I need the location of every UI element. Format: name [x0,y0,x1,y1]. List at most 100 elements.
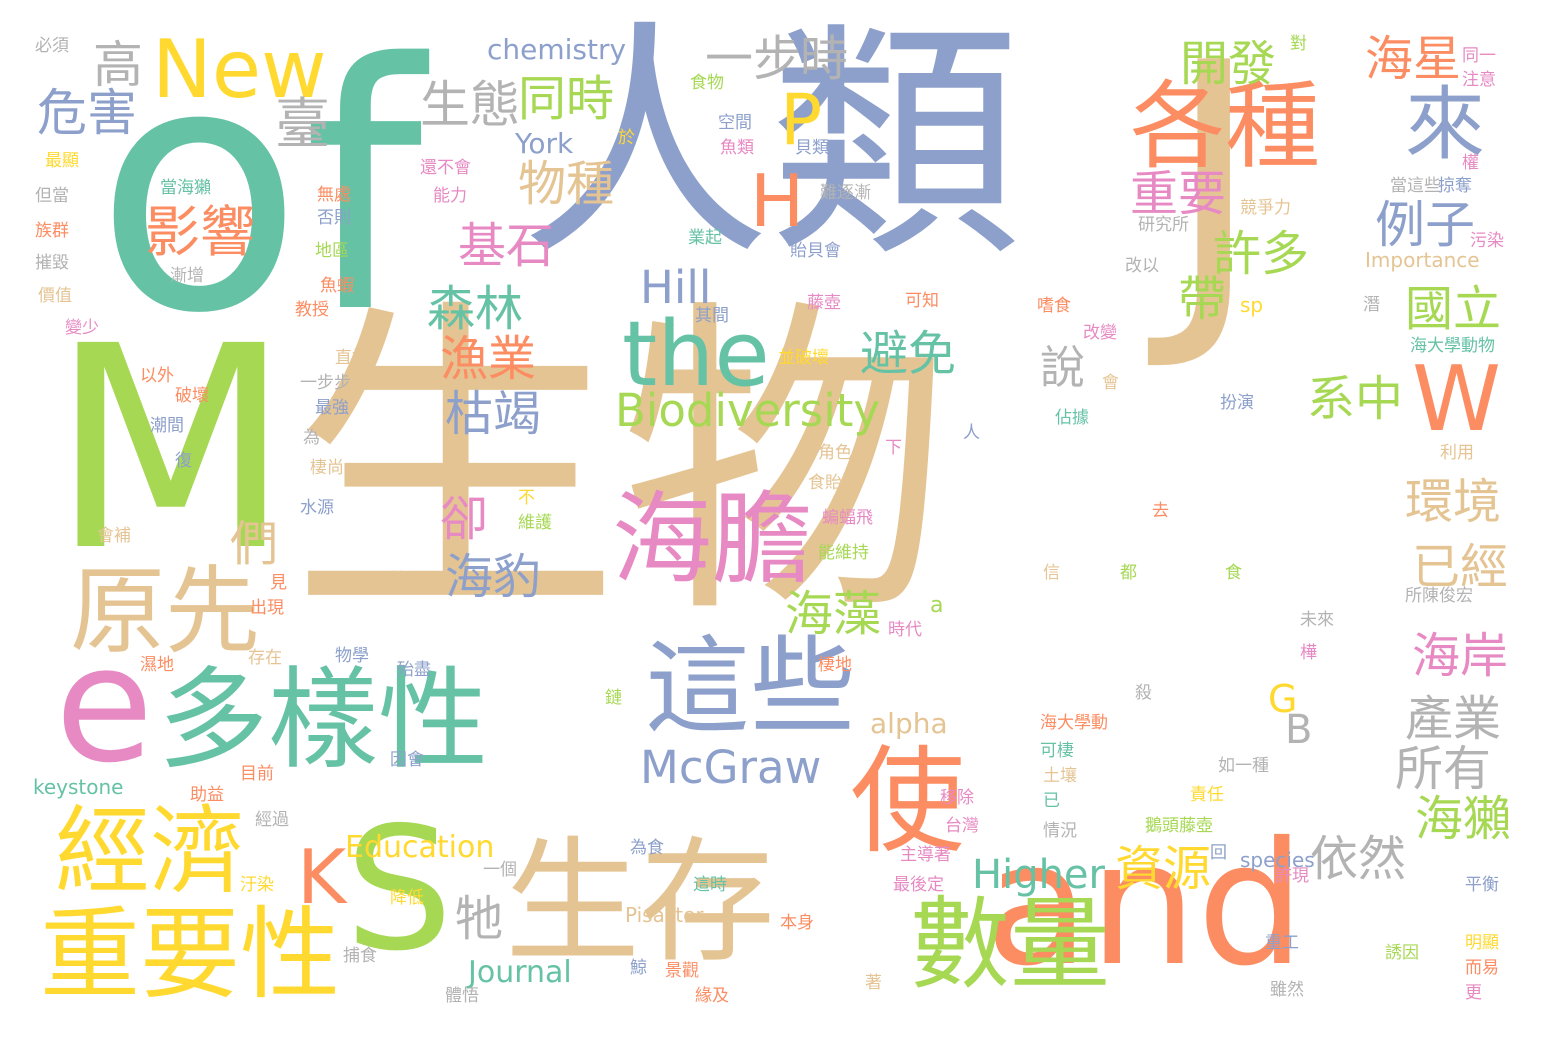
word-jiaoshou: 教授 [295,300,329,320]
word-zuihouding: 最後定 [893,875,944,895]
word-que: 卻 [440,491,489,547]
word-shengwu: 生物 [290,273,950,657]
word-renlei: 人類 [520,0,1020,290]
word-gaju: 佔據 [1055,408,1089,428]
word-wei: 為 [303,428,320,448]
word-haita: 海獺 [1415,791,1512,847]
word-haidaxuedong: 海大學動 [1040,713,1108,733]
word-zhexie: 這些 [645,626,856,748]
word-gezhong: 各種 [1130,72,1321,182]
word-shiyibei: 食貽貝 [808,473,859,493]
word-mingxian: 明顯 [1465,933,1499,953]
word-lian: 鏈 [605,688,622,708]
word-xia: 下 [885,438,902,458]
word-wuxue: 物學 [335,646,369,666]
word-mcgraw: McGraw [640,741,822,794]
word-zhonggong: 重工 [1265,933,1299,953]
word-qishang: 棲尚 [310,458,344,478]
word-eryi: 而易 [1465,958,1499,978]
word-nanzhujian: 難逐漸 [820,183,871,203]
word-jingji: 經濟 [55,797,246,907]
word-tai: 臺 [275,92,331,156]
word-education: Education [345,830,495,865]
word-sha: 殺 [1135,683,1152,703]
word-of: of [95,0,423,388]
word-bimian: 避免 [860,326,957,382]
word-b: B [1285,707,1313,753]
word-yingxiang: 影響 [145,200,256,264]
word-zuixian: 最顯 [45,151,79,171]
word-nengli: 能力 [433,186,467,206]
word-gaiyi: 改以 [1125,256,1159,276]
word-shishi: 嗜食 [1037,296,1071,316]
word-taibeihui: 貽貝會 [790,241,841,261]
word-wuran2: 汙染 [240,875,274,895]
word-bixu: 必須 [35,36,69,56]
word-shengtai: 生態 [420,76,520,134]
word-yibubu: 一步步 [300,373,351,393]
word-wuzhong: 物種 [518,156,615,212]
word-tongyi: 同一 [1462,46,1496,66]
word-hua: 樺 [1300,643,1317,663]
word-weilai: 未來 [1300,610,1334,630]
word-tongshi: 同時 [518,71,615,127]
word-shi2: 時 [800,31,849,87]
word-zhuyi2: 助益 [190,785,224,805]
word-haixing: 海星 [1365,31,1462,87]
word-qu: 去 [1152,501,1169,521]
word-shuo: 說 [1040,341,1086,394]
word-shi: 使 [850,735,966,869]
word-m: M [50,287,292,613]
word-ruyizhong: 如一種 [1218,756,1269,776]
word-haian: 海岸 [1412,628,1509,684]
word-xizhong: 系中 [1307,371,1404,427]
word-men: 們 [230,516,279,572]
word-qingkuang: 情況 [1043,821,1077,841]
word-tenghu: 藤壺 [807,293,841,313]
word-yu: 於 [618,128,635,148]
word-jingguan: 景觀 [665,961,699,981]
word-species: species [1240,848,1315,872]
word-yiran: 依然 [1310,831,1407,887]
word-guoli: 國立 [1405,281,1502,337]
word-shi3: 食 [1225,563,1242,583]
word-lizi: 例子 [1375,196,1475,254]
word-cuihui: 摧毀 [35,253,69,273]
word-wuchu: 無處 [317,185,351,205]
word-the: the [622,302,770,407]
word-yi: 已 [1043,791,1060,811]
word-qijian: 其間 [695,306,729,326]
word-h: H [750,159,805,243]
word-zhongyaoxing: 重要性 [40,896,340,1013]
word-liyong: 利用 [1440,443,1474,463]
word-huanjing: 環境 [1405,474,1502,530]
word-zuqun: 族群 [35,221,69,241]
word-dou: 都 [1120,563,1137,583]
word-shuiyuan: 水源 [300,498,334,518]
word-banyan: 扮演 [1220,393,1254,413]
word-nanyi: 難以 [390,570,424,590]
word-higher: Higher [972,852,1105,898]
word-weihu: 維護 [518,513,552,533]
word-lueduo: 掠奪 [1438,176,1472,196]
word-a: a [930,593,944,618]
word-importance: Importance [1365,248,1480,272]
word-huibu: 會補 [97,526,131,546]
word-jingzhengli: 競爭力 [1240,198,1291,218]
word-dui: 對 [1290,34,1307,54]
word-jing: 鯨 [630,958,647,978]
word-jianzeng: 漸增 [170,266,204,286]
word-haidan: 海膽 [612,481,812,598]
word-jiangdi: 降低 [390,888,424,908]
word-kongjian: 空間 [718,113,752,133]
word-suiran: 雖然 [1270,980,1304,1000]
word-danghaita: 當海獺 [160,178,211,198]
word-daishu: 殆盡 [397,660,431,680]
word-turang: 土壤 [1043,766,1077,786]
word-diqu: 地區 [315,241,349,261]
word-shiwu: 食物 [690,73,724,93]
word-quan: 權 [1462,153,1479,173]
word-biodiversity: Biodiversity [615,384,881,437]
word-tiwu: 體悟 [445,986,479,1006]
word-suochenjun: 所陳俊宏 [1405,586,1473,606]
